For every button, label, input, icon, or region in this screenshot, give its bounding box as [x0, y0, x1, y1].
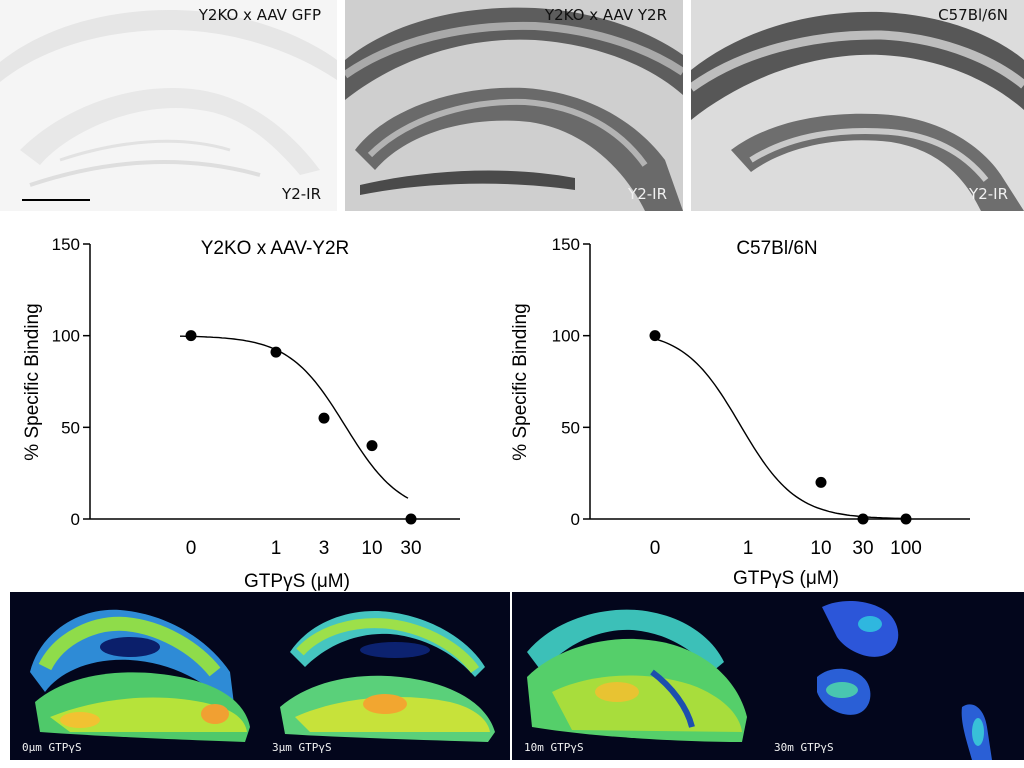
y-axis-label: % Specific Binding [510, 303, 531, 460]
heatmap-label: 3μm GTPγS [272, 741, 332, 754]
x-tick-label: 10 [810, 538, 831, 559]
y-tick-label: 50 [561, 418, 580, 437]
scale-bar [22, 199, 90, 201]
micrograph-image [0, 10, 337, 187]
micrograph-image [691, 0, 1024, 211]
heatmap-10um: 10m GTPγS [512, 592, 762, 760]
micrograph-c57bl6n: C57Bl/6N Y2-IR [691, 0, 1024, 211]
data-point [649, 330, 661, 342]
micrograph-corner-label: Y2-IR [628, 185, 667, 203]
micrograph-title: Y2KO x AAV Y2R [544, 6, 667, 24]
fit-curve [654, 338, 905, 520]
x-tick-label: 100 [890, 538, 922, 559]
data-point [270, 346, 282, 358]
y-tick-label: 100 [52, 327, 80, 346]
chart-title: Y2KO x AAV-Y2R [201, 238, 350, 259]
y-tick-label: 150 [552, 235, 580, 254]
x-tick-label: 3 [319, 538, 330, 559]
heatmap-label: 30m GTPγS [774, 741, 834, 754]
micrograph-corner-label: Y2-IR [969, 185, 1008, 203]
micrograph-image [345, 0, 683, 211]
y-tick-label: 100 [552, 327, 580, 346]
data-point [185, 330, 197, 342]
heatmap-3um: 3μm GTPγS [260, 592, 510, 760]
fit-curve [180, 335, 409, 499]
data-point [405, 513, 417, 525]
data-point [318, 412, 330, 424]
data-point [366, 440, 378, 452]
data-point [900, 513, 912, 525]
binding-chart-y2ko-aav-y2r: Y2KO x AAV-Y2R % Specific Binding GTPγS … [0, 222, 500, 592]
heatmap-0um: 0μm GTPγS [10, 592, 260, 760]
micrograph-title: Y2KO x AAV GFP [198, 6, 321, 24]
x-tick-label: 1 [743, 538, 754, 559]
binding-chart-svg: C57Bl/6N % Specific Binding GTPγS (μM) 0… [510, 235, 970, 589]
x-axis-label: GTPγS (μM) [733, 568, 839, 589]
heatmap-label: 0μm GTPγS [22, 741, 82, 754]
heatmap-image [817, 600, 992, 760]
heatmap-image [30, 609, 250, 742]
x-tick-label: 10 [361, 538, 382, 559]
micrograph-y2ko-aav-y2r: Y2KO x AAV Y2R Y2-IR [345, 0, 683, 211]
binding-chart-c57bl6n: C57Bl/6N % Specific Binding GTPγS (μM) 0… [500, 222, 1024, 592]
y-tick-label: 0 [71, 510, 80, 529]
micrograph-y2ko-aav-gfp: Y2KO x AAV GFP Y2-IR [0, 0, 337, 211]
micrograph-title: C57Bl/6N [938, 6, 1008, 24]
micrograph-corner-label: Y2-IR [282, 185, 321, 203]
y-tick-label: 50 [61, 418, 80, 437]
x-tick-label: 30 [400, 538, 421, 559]
x-tick-label: 0 [650, 538, 661, 559]
heatmap-30um: 30m GTPγS [762, 592, 1024, 760]
y-tick-label: 150 [52, 235, 80, 254]
chart-title: C57Bl/6N [736, 238, 817, 259]
heatmap-image [280, 611, 495, 742]
y-tick-label: 0 [571, 510, 580, 529]
heatmap-image [527, 609, 747, 742]
y-axis-label: % Specific Binding [22, 303, 43, 460]
x-axis-label: GTPγS (μM) [244, 571, 350, 592]
binding-chart-svg: Y2KO x AAV-Y2R % Specific Binding GTPγS … [22, 235, 460, 592]
data-point [857, 513, 869, 525]
x-tick-label: 0 [186, 538, 197, 559]
x-tick-label: 1 [271, 538, 282, 559]
data-point [815, 476, 827, 488]
x-tick-label: 30 [852, 538, 873, 559]
heatmap-label: 10m GTPγS [524, 741, 584, 754]
